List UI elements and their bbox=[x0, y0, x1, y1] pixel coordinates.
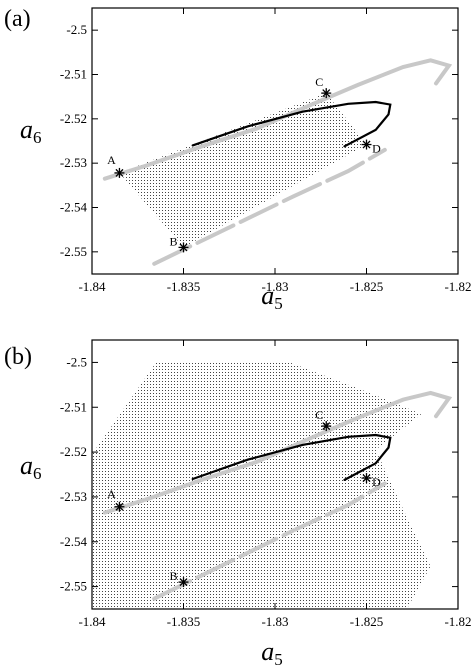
x-tick-label: -1.82 bbox=[444, 614, 471, 629]
point-marker-b bbox=[178, 577, 189, 588]
point-label-c: C bbox=[315, 408, 323, 422]
point-marker-d bbox=[361, 139, 372, 150]
point-marker-a bbox=[114, 167, 125, 178]
y-axis-label: a6 bbox=[20, 115, 42, 147]
y-tick-label: -2.5 bbox=[66, 22, 87, 37]
point-marker-a bbox=[114, 501, 125, 512]
plot-area bbox=[102, 58, 453, 266]
y-tick-label: -2.53 bbox=[60, 489, 87, 504]
point-label-b: B bbox=[169, 569, 177, 583]
y-tick-label: -2.53 bbox=[60, 155, 87, 170]
gray-curve-lower bbox=[152, 147, 387, 266]
point-label-a: A bbox=[107, 153, 116, 167]
point-marker-c bbox=[321, 421, 332, 432]
black-curve bbox=[191, 100, 392, 148]
y-tick-label: -2.54 bbox=[60, 534, 88, 549]
y-tick-label: -2.51 bbox=[60, 67, 87, 82]
point-label-a: A bbox=[107, 487, 116, 501]
point-label-b: B bbox=[169, 234, 177, 248]
point-label-d: D bbox=[372, 142, 381, 156]
x-tick-label: -1.825 bbox=[350, 279, 384, 294]
point-label-d: D bbox=[372, 475, 381, 489]
y-tick-label: -2.52 bbox=[60, 111, 87, 126]
panel-label: (b) bbox=[4, 344, 32, 370]
x-axis-label: a5 bbox=[261, 637, 283, 665]
point-marker-c bbox=[321, 88, 332, 99]
stippled-region bbox=[119, 93, 367, 248]
y-tick-label: -2.52 bbox=[60, 444, 87, 459]
y-tick-label: -2.51 bbox=[60, 399, 87, 414]
panel-b: -1.84 -1.835 -1.83 -1.825 -1.82 -2.5 -2.51 -2.5… bbox=[4, 339, 472, 665]
x-tick-label: -1.82 bbox=[444, 279, 471, 294]
black-curve bbox=[191, 433, 392, 481]
point-marker-d bbox=[361, 473, 372, 484]
gray-curve-upper bbox=[102, 58, 453, 181]
gray-curve-upper bbox=[102, 390, 453, 515]
y-tick-label: -2.5 bbox=[66, 354, 87, 369]
point-label-c: C bbox=[315, 75, 323, 89]
point-marker-b bbox=[178, 242, 189, 253]
x-tick-label: -1.83 bbox=[261, 279, 288, 294]
gray-curve-lower bbox=[152, 481, 387, 601]
x-tick-label: -1.83 bbox=[261, 614, 288, 629]
y-tick-label: -2.54 bbox=[60, 200, 88, 215]
x-tick-label: -1.825 bbox=[350, 614, 384, 629]
y-tick-label: -2.55 bbox=[60, 579, 87, 594]
y-axis-label: a6 bbox=[20, 451, 42, 483]
x-tick-label: -1.835 bbox=[167, 614, 201, 629]
x-tick-label: -1.835 bbox=[167, 279, 201, 294]
panel-label: (a) bbox=[4, 6, 31, 32]
plot-area bbox=[92, 362, 453, 609]
y-tick-label: -2.55 bbox=[60, 244, 87, 259]
x-tick-label: -1.84 bbox=[78, 614, 106, 629]
x-axis-label: a5 bbox=[261, 281, 283, 313]
x-tick-label: -1.84 bbox=[78, 279, 106, 294]
panel-a: -1.84 -1.835 -1.83 -1.825 -1.82 -2.5 -2.51 -2.5… bbox=[4, 6, 472, 313]
